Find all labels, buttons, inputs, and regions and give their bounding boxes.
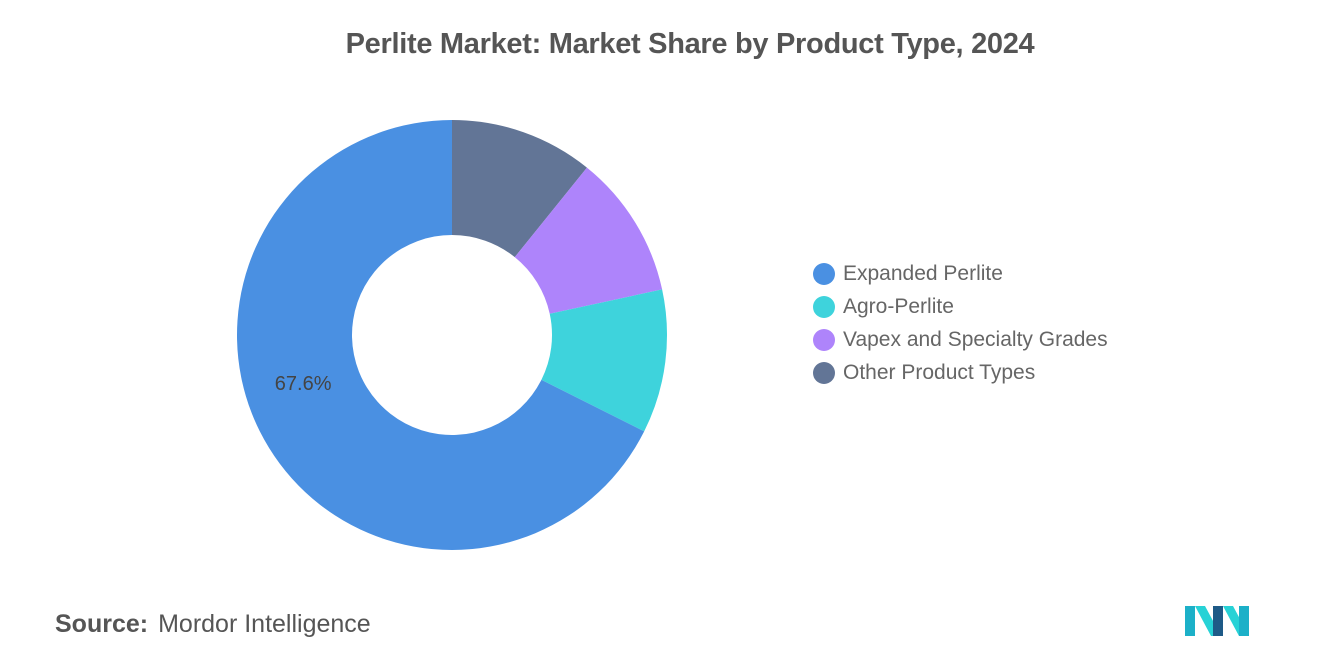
legend-item-other-product-types[interactable]: Other Product Types bbox=[813, 356, 1108, 389]
legend-label: Other Product Types bbox=[843, 360, 1036, 384]
slice-data-label: 67.6% bbox=[275, 373, 332, 395]
legend-swatch-icon bbox=[813, 361, 835, 384]
legend-item-expanded-perlite[interactable]: Expanded Perlite bbox=[813, 257, 1108, 290]
legend-swatch-icon bbox=[813, 328, 835, 351]
slice-labels: 67.6% bbox=[275, 373, 332, 395]
legend-label: Vapex and Specialty Grades bbox=[843, 327, 1108, 351]
slice-expanded-perlite[interactable] bbox=[237, 120, 645, 551]
legend-label: Expanded Perlite bbox=[843, 261, 1003, 285]
legend-item-agro-perlite[interactable]: Agro-Perlite bbox=[813, 290, 1108, 323]
legend-label: Agro-Perlite bbox=[843, 294, 954, 318]
donut-slices bbox=[237, 120, 667, 551]
chart-title: Perlite Market: Market Share by Product … bbox=[345, 28, 1035, 60]
mordor-intelligence-logo-icon bbox=[1185, 606, 1249, 636]
legend-swatch-icon bbox=[813, 295, 835, 318]
source-note: Source: Mordor Intelligence bbox=[55, 610, 371, 639]
legend-swatch-icon bbox=[813, 262, 835, 285]
slice-other-product-types[interactable] bbox=[452, 120, 587, 258]
slice-agro-perlite[interactable] bbox=[541, 289, 667, 432]
source-value: Mordor Intelligence bbox=[158, 610, 371, 638]
source-label: Source: bbox=[55, 610, 149, 638]
chart-legend: Expanded Perlite Agro-Perlite Vapex and … bbox=[813, 257, 1108, 389]
slice-vapex-and-specialty-grades[interactable] bbox=[514, 167, 663, 314]
legend-item-vapex-specialty[interactable]: Vapex and Specialty Grades bbox=[813, 323, 1108, 356]
